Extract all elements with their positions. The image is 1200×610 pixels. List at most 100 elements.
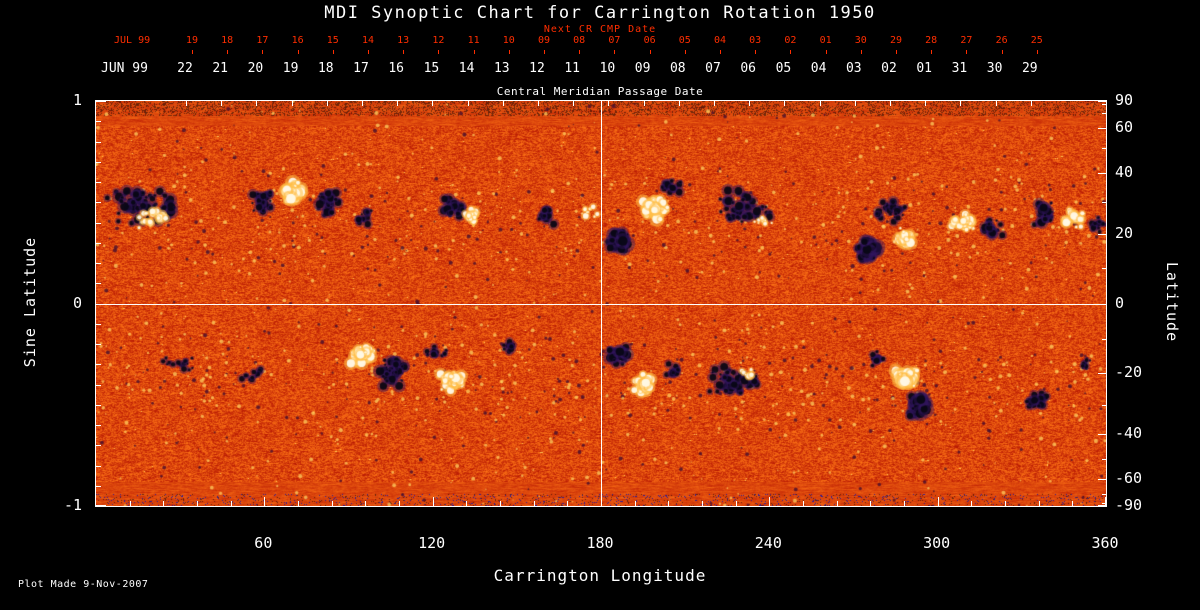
- latitude-tick: 90: [1115, 91, 1134, 109]
- axis-tick: [1098, 478, 1106, 480]
- axis-tick: [803, 501, 804, 506]
- next-cr-day: 29: [889, 35, 903, 46]
- axis-tick: [1001, 50, 1003, 54]
- axis-tick: [1102, 202, 1106, 204]
- axis-tick: [291, 101, 293, 106]
- axis-tick: [678, 101, 680, 106]
- next-cr-day: 13: [397, 35, 410, 46]
- axis-tick: [368, 50, 369, 54]
- axis-tick: [790, 50, 792, 54]
- next-cr-day: 11: [467, 35, 480, 46]
- cmp-day: 17: [353, 61, 369, 76]
- cmp-day: 21: [212, 61, 229, 76]
- axis-tick: [769, 497, 771, 506]
- latitude-tick: 20: [1115, 224, 1134, 243]
- axis-tick: [96, 283, 101, 285]
- next-cr-day: 18: [221, 35, 234, 46]
- axis-tick: [1102, 338, 1106, 340]
- next-cr-day: 27: [960, 35, 973, 46]
- axis-tick: [1072, 501, 1074, 506]
- axis-tick: [96, 101, 106, 102]
- axis-tick: [96, 364, 101, 366]
- next-cr-day: 02: [784, 35, 797, 46]
- axis-tick: [825, 50, 827, 54]
- axis-tick: [399, 501, 400, 506]
- cmp-day: 31: [951, 61, 968, 76]
- axis-tick: [230, 501, 232, 506]
- axis-tick: [608, 101, 610, 106]
- next-cr-day: 28: [925, 35, 938, 46]
- axis-tick: [96, 323, 101, 325]
- sine-latitude-tick: -1: [63, 496, 82, 514]
- axis-tick: [96, 445, 101, 447]
- next-cr-day: 01: [819, 35, 832, 46]
- axis-tick: [819, 101, 821, 106]
- axis-tick: [192, 50, 193, 54]
- next-cr-axis-ticks: [0, 50, 1200, 55]
- y-axis-title-right: Latitude: [1163, 261, 1181, 343]
- next-cr-day: 12: [432, 35, 445, 46]
- month-label-jul99: JUL 99: [114, 35, 151, 46]
- axis-tick: [96, 485, 101, 487]
- axis-tick: [227, 50, 229, 54]
- longitude-tick: 180: [586, 534, 614, 552]
- axis-tick: [1038, 501, 1040, 506]
- axis-tick: [403, 50, 405, 54]
- sine-latitude-tick: 1: [72, 91, 82, 109]
- axis-tick: [264, 497, 266, 506]
- next-cr-day: 06: [643, 35, 656, 46]
- axis-tick: [904, 501, 905, 506]
- axis-tick: [1005, 501, 1006, 506]
- cmp-day: 01: [916, 61, 933, 76]
- axis-tick: [96, 263, 101, 264]
- next-cr-day: 14: [361, 35, 375, 46]
- latitude-tick: 60: [1115, 118, 1134, 137]
- axis-tick: [438, 50, 440, 54]
- axis-tick: [784, 101, 786, 106]
- cmp-day: 04: [810, 61, 827, 76]
- axis-tick: [96, 141, 101, 143]
- axis-tick: [197, 501, 198, 506]
- axis-tick: [1098, 101, 1106, 102]
- axis-tick: [925, 101, 927, 106]
- axis-tick: [397, 101, 399, 106]
- axis-tick: [332, 50, 334, 54]
- cmp-day: 14: [458, 61, 475, 76]
- sine-latitude-tick-labels: 1 0 -1: [0, 91, 90, 514]
- x-axis-title: Carrington Longitude: [493, 566, 707, 585]
- axis-tick: [96, 384, 101, 386]
- latitude-tick: 40: [1115, 163, 1134, 182]
- cmp-day: 12: [529, 61, 545, 76]
- axis-tick: [256, 101, 258, 106]
- axis-tick: [297, 50, 299, 54]
- next-cr-day: 05: [678, 35, 691, 46]
- next-cr-day: 10: [502, 35, 515, 46]
- next-cr-day: 07: [608, 35, 621, 46]
- cmp-day: 11: [564, 61, 581, 76]
- axis-tick: [96, 344, 101, 345]
- cmp-day: 18: [317, 61, 334, 76]
- axis-tick: [298, 501, 299, 506]
- longitude-tick: 300: [923, 534, 951, 552]
- longitude-tick-labels: 60 120 180 240 300 360: [0, 534, 1200, 554]
- next-cr-day: 03: [749, 35, 762, 46]
- latitude-tick: -40: [1115, 423, 1143, 442]
- cmp-day: 20: [247, 61, 264, 76]
- axis-tick: [937, 497, 939, 506]
- axis-tick: [643, 101, 645, 106]
- latitude-tick: -20: [1115, 362, 1143, 381]
- axis-tick: [432, 497, 434, 506]
- axis-tick: [854, 101, 856, 106]
- latitude-tick: -60: [1115, 468, 1143, 487]
- crosshair-vertical: [601, 101, 602, 506]
- axis-tick: [714, 101, 715, 106]
- axis-tick: [1102, 268, 1106, 270]
- axis-tick: [601, 497, 602, 506]
- axis-tick: [1098, 303, 1106, 305]
- axis-tick: [1102, 404, 1106, 406]
- cmp-day: 15: [423, 61, 440, 76]
- axis-tick: [96, 161, 101, 163]
- cmp-day: 10: [599, 61, 616, 76]
- axis-tick: [362, 101, 363, 106]
- axis-tick: [614, 50, 616, 54]
